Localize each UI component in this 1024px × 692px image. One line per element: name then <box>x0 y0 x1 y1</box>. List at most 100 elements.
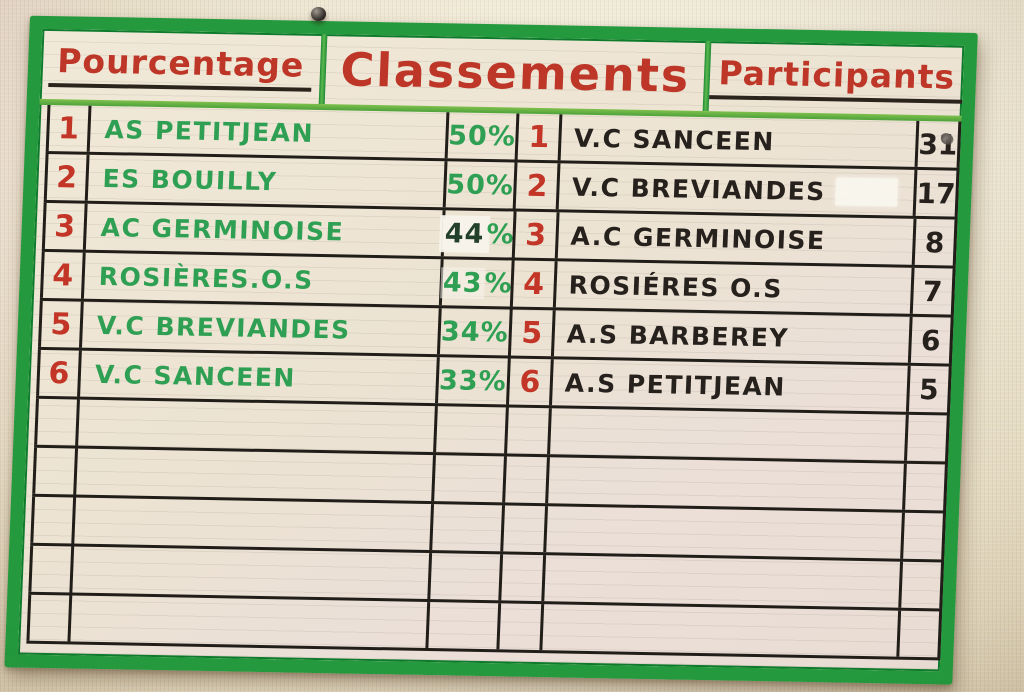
percentage-value: 50 <box>447 119 489 152</box>
team-name-cell <box>76 448 436 502</box>
team-name: A.S PETITJEAN <box>564 368 787 402</box>
team-name-cell <box>542 604 902 657</box>
participant-count: 8 <box>924 225 945 259</box>
rank-number: 4 <box>522 266 545 302</box>
percent-sign: % <box>485 169 515 202</box>
team-name: A.S BARBEREY <box>566 319 790 353</box>
classements-title: Classements <box>339 42 692 103</box>
team-name-cell <box>544 555 904 608</box>
rank-cell <box>507 407 552 455</box>
rank-cell: 6 <box>36 349 82 397</box>
rankings-grid: 1 AS PETITJEAN 50% 1 V.C SANCEEN 31 2 ES BOUILL… <box>18 104 962 661</box>
team-name: AS PETITJEAN <box>103 114 315 148</box>
rank-cell: 4 <box>39 251 86 299</box>
rank-cell: 2 <box>516 162 561 210</box>
team-name: V.C BREVIANDES <box>571 172 827 206</box>
participant-count-cell: 31 <box>917 120 962 168</box>
participant-count: 6 <box>920 323 942 357</box>
participant-count-cell <box>899 610 943 658</box>
team-name-cell: V.C SANCEEN <box>80 350 440 404</box>
percent-sign: % <box>483 267 514 300</box>
participant-count: 5 <box>918 372 940 406</box>
correction-patch: 43 <box>440 266 486 299</box>
participant-count: 17 <box>915 176 957 211</box>
percentage-value: 43 <box>442 266 484 299</box>
rank-number: 1 <box>527 119 551 155</box>
participant-count-cell: 7 <box>912 267 956 315</box>
rank-cell: 5 <box>510 309 556 357</box>
participant-count: 7 <box>922 274 944 308</box>
team-name: V.C SANCEEN <box>94 359 297 393</box>
rank-number: 2 <box>55 159 78 196</box>
participant-count-cell <box>907 414 950 462</box>
percentage-cell: 43% <box>440 259 515 307</box>
rank-number: 2 <box>525 168 549 204</box>
rank-cell <box>30 496 77 544</box>
rank-cell <box>28 545 75 593</box>
rank-cell: 3 <box>514 211 560 259</box>
percentage-cell <box>432 504 506 552</box>
percentage-cell <box>434 455 507 503</box>
rank-cell: 6 <box>508 358 554 406</box>
participant-count-cell: 17 <box>915 169 960 217</box>
pushpin <box>311 7 326 21</box>
participants-heading: Participants <box>709 53 964 104</box>
header-cell-classements: Classements <box>325 34 706 111</box>
participant-count-cell: 8 <box>914 218 958 266</box>
team-name-cell <box>550 408 909 461</box>
percent-sign: % <box>487 120 517 153</box>
correction-patch <box>835 177 899 207</box>
rank-cell: 3 <box>41 202 88 250</box>
rank-cell: 5 <box>38 300 84 348</box>
rank-cell: 1 <box>518 113 563 161</box>
team-name-cell: A.S BARBEREY <box>553 310 913 363</box>
team-name-cell: AS PETITJEAN <box>89 105 449 159</box>
rank-number: 6 <box>47 355 71 391</box>
team-name-cell: AC GERMINOISE <box>85 203 446 257</box>
team-name-cell: A.C GERMINOISE <box>557 212 917 265</box>
percentage-cell: 50% <box>447 112 520 160</box>
header-cell-participants: Participants <box>709 41 964 116</box>
team-name: A.C GERMINOISE <box>570 221 827 255</box>
whiteboard: Pourcentage Classements Participants 1 AS… <box>4 15 978 685</box>
percentage-value: 33 <box>438 364 480 397</box>
percentage-value: 50 <box>445 168 487 201</box>
team-name: ES BOUILLY <box>102 163 278 196</box>
percentage-value: 44 <box>444 217 486 250</box>
rank-cell <box>499 603 545 651</box>
percentage-cell: 33% <box>438 357 511 405</box>
percentage-cell <box>428 602 502 650</box>
rank-cell <box>501 554 547 602</box>
team-name-cell <box>72 546 433 600</box>
team-name: V.C BREVIANDES <box>96 310 352 345</box>
rank-cell <box>503 505 549 553</box>
team-name: ROSIÉRES O.S <box>568 270 784 303</box>
percentage-cell: 34% <box>439 308 513 356</box>
percentage-cell <box>436 406 509 454</box>
team-name-cell <box>78 399 438 453</box>
team-name-cell: V.C BREVIANDES <box>81 301 442 355</box>
participant-count-cell: 5 <box>908 365 952 413</box>
rank-number: 3 <box>53 208 76 244</box>
team-name-cell <box>548 457 907 510</box>
team-name: AC GERMINOISE <box>100 212 345 246</box>
team-name: ROSIÈRES.O.S <box>98 261 315 295</box>
rank-number: 5 <box>520 315 543 351</box>
participant-count: 31 <box>917 127 959 162</box>
rank-number: 3 <box>524 217 547 253</box>
rank-cell <box>34 398 80 446</box>
team-name-cell <box>546 506 905 559</box>
team-name-cell: ES BOUILLY <box>87 154 448 208</box>
rank-cell <box>26 594 73 642</box>
pourcentage-heading: Pourcentage <box>48 41 314 92</box>
rank-number: 5 <box>49 306 73 342</box>
percentage-cell <box>430 553 504 601</box>
rank-number: 4 <box>51 257 74 293</box>
rank-number: 1 <box>57 110 80 147</box>
team-name-cell: ROSIÈRES.O.S <box>83 252 444 306</box>
whiteboard-surface: Pourcentage Classements Participants 1 AS… <box>18 29 964 672</box>
participant-count-cell <box>903 512 946 560</box>
rank-cell: 1 <box>45 104 92 152</box>
percentage-cell: 44% <box>442 210 517 258</box>
team-name-cell <box>74 497 435 551</box>
